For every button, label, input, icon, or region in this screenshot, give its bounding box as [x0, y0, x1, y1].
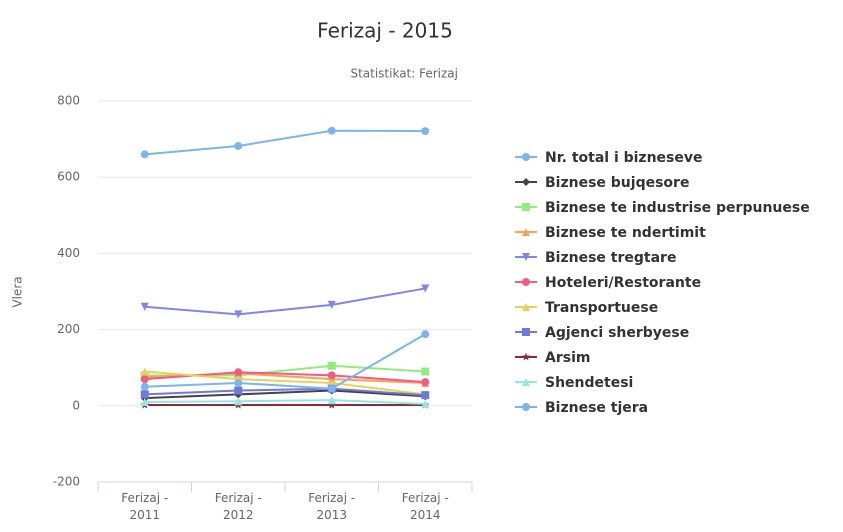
y-tick-label: 800 [57, 94, 80, 108]
marker [140, 382, 149, 391]
marker [522, 178, 530, 186]
marker [327, 384, 336, 393]
marker [521, 352, 531, 361]
marker [140, 397, 149, 406]
marker [327, 396, 336, 405]
legend-label: Agjenci sherbyese [545, 325, 689, 341]
legend-label: Biznese te ndertimit [545, 225, 706, 241]
legend-label: Biznese tjera [545, 400, 648, 416]
marker [522, 303, 530, 311]
legend-label: Transportuese [545, 300, 658, 316]
chart-title: Ferizaj - 2015 [317, 19, 453, 43]
x-tick-label: Ferizaj - 2013 [308, 491, 356, 522]
marker [140, 302, 149, 311]
marker [327, 126, 336, 135]
legend-label: Biznese te industrise perpunuese [545, 200, 810, 216]
marker [234, 141, 243, 150]
marker [522, 403, 530, 411]
marker [421, 391, 430, 400]
marker [140, 390, 149, 399]
series-line [144, 287, 426, 316]
marker [522, 203, 530, 211]
legend-label: Biznese bujqesore [545, 175, 689, 191]
marker [327, 300, 336, 309]
marker [234, 310, 243, 319]
legend-label: Biznese tregtare [545, 250, 676, 266]
marker [421, 378, 430, 387]
series-line [144, 399, 426, 405]
marker [421, 330, 430, 339]
marker [522, 328, 530, 336]
marker [522, 228, 530, 236]
marker [140, 150, 149, 159]
marker [522, 278, 530, 286]
chart-subtitle: Statistikat: Ferizaj [350, 67, 458, 81]
y-tick-label: 600 [57, 170, 80, 184]
marker [421, 284, 430, 293]
y-tick-label: 0 [72, 398, 80, 412]
marker [234, 386, 243, 395]
marker [234, 397, 243, 406]
legend-label: Hoteleri/Restorante [545, 275, 701, 291]
marker [421, 127, 430, 136]
series-line [144, 389, 426, 400]
legend-label: Shendetesi [545, 375, 633, 391]
marker [522, 253, 530, 261]
marker [327, 361, 336, 370]
series-line [144, 370, 426, 396]
y-tick-label: 400 [57, 246, 80, 260]
marker [522, 153, 530, 161]
marker [327, 400, 336, 409]
y-tick-label: -200 [53, 475, 80, 489]
y-tick-label: 200 [57, 322, 80, 336]
marker [421, 367, 430, 376]
marker [140, 375, 149, 384]
x-tick-label: Ferizaj - 2012 [214, 491, 262, 522]
series-line [144, 387, 426, 397]
marker [234, 378, 243, 387]
marker [140, 367, 149, 376]
marker [234, 368, 243, 377]
legend-label: Arsim [545, 350, 590, 366]
series-line [144, 129, 426, 156]
series-line [144, 333, 426, 390]
marker [327, 371, 336, 380]
x-tick-label: Ferizaj - 2011 [121, 491, 169, 522]
x-tick-label: Ferizaj - 2014 [401, 491, 449, 522]
y-axis-label: Vlera [11, 276, 25, 307]
marker [522, 378, 530, 386]
legend-label: Nr. total i bizneseve [545, 150, 703, 166]
marker [421, 399, 430, 408]
